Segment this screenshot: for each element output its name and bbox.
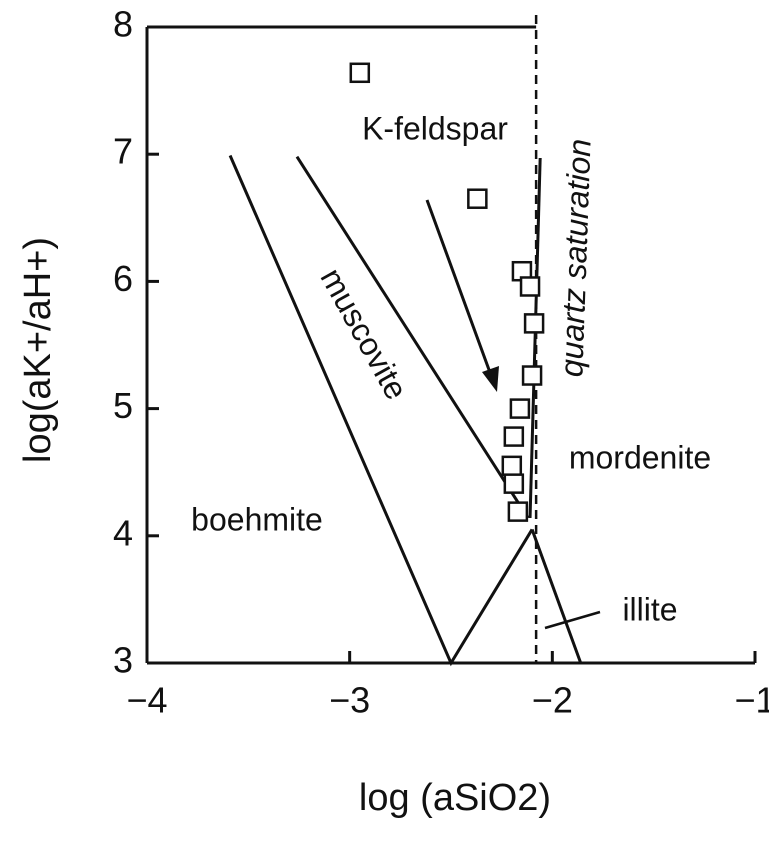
data-point <box>501 455 523 477</box>
arrow-head <box>482 366 499 392</box>
phase-boundary <box>528 157 542 519</box>
field-label: illite <box>622 591 677 627</box>
data-point <box>503 473 525 494</box>
data-point <box>467 188 488 209</box>
y-tick-label: 4 <box>113 512 133 553</box>
x-tick-label: −3 <box>329 680 370 721</box>
data-point <box>503 426 525 447</box>
y-axis-label: log(aK+/aH+) <box>17 237 59 463</box>
phase-boundary <box>228 154 534 667</box>
y-tick-label: 5 <box>113 385 133 426</box>
field-label: mordenite <box>569 439 711 475</box>
y-tick-label: 7 <box>113 131 133 172</box>
data-point <box>519 276 541 297</box>
data-point <box>521 365 543 386</box>
field-label: quartz saturation <box>553 138 597 377</box>
data-point <box>509 398 531 419</box>
x-axis-label: log (aSiO2) <box>359 777 551 819</box>
x-tick-label: −4 <box>126 680 167 721</box>
phase-boundary <box>530 528 583 664</box>
field-label: boehmite <box>191 501 323 537</box>
x-tick-label: −1 <box>734 680 769 721</box>
phase-boundary <box>295 155 530 519</box>
data-point <box>507 501 529 522</box>
y-tick-label: 8 <box>113 4 133 45</box>
data-point <box>523 313 545 334</box>
y-tick-label: 3 <box>113 640 133 681</box>
arrow-shaft <box>425 199 494 379</box>
leader-line <box>544 610 601 630</box>
field-label: K-feldspar <box>362 110 508 146</box>
data-point <box>349 62 371 84</box>
x-tick-label: −2 <box>532 680 573 721</box>
y-tick-label: 6 <box>113 258 133 299</box>
